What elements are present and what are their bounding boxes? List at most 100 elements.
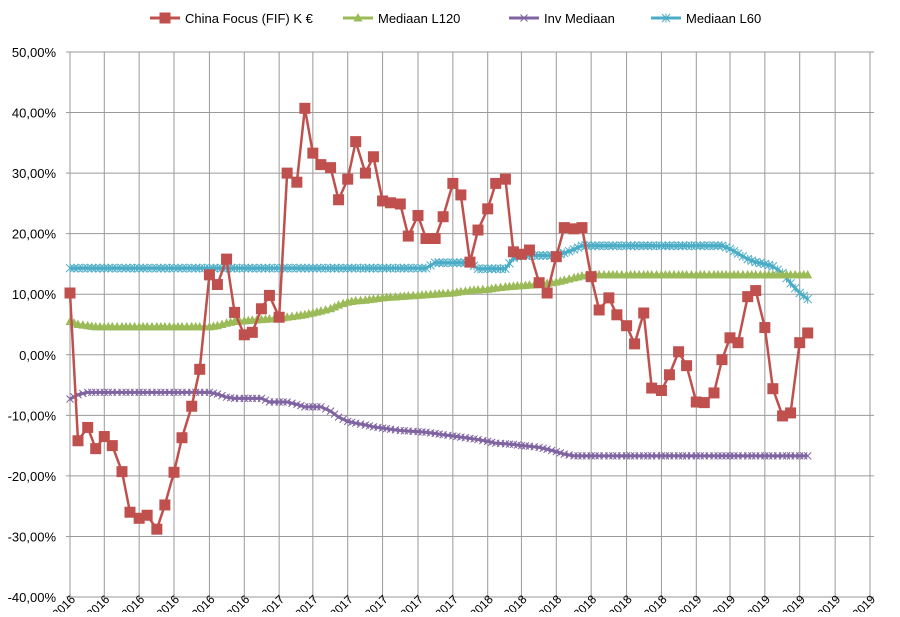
x-marker (547, 446, 556, 455)
triangle-marker (408, 290, 418, 300)
square-marker (133, 512, 145, 524)
square-marker (690, 396, 702, 408)
triangle-marker (764, 269, 774, 279)
square-marker (429, 233, 441, 245)
triangle-marker (496, 282, 506, 292)
x-marker (496, 439, 505, 448)
square-marker (159, 499, 171, 511)
square-marker (464, 256, 476, 268)
square-marker (663, 369, 675, 381)
square-marker (72, 435, 84, 447)
square-marker (515, 248, 527, 260)
x-marker (513, 441, 522, 449)
asterisk-marker (304, 263, 314, 273)
triangle-marker (686, 269, 696, 279)
asterisk-marker (687, 241, 696, 251)
x-marker (321, 405, 330, 413)
triangle-marker (347, 296, 357, 305)
asterisk-marker (417, 263, 427, 273)
asterisk-marker (738, 251, 748, 261)
triangle-marker (729, 269, 739, 279)
triangle-marker (130, 321, 140, 331)
asterisk-marker (330, 263, 339, 273)
triangle-marker (138, 321, 148, 331)
square-marker (291, 176, 303, 188)
asterisk-marker (764, 260, 774, 270)
asterisk-marker (91, 263, 101, 273)
triangle-marker (782, 269, 792, 279)
x-marker (678, 452, 687, 460)
triangle-marker (469, 285, 479, 294)
triangle-marker (747, 269, 757, 279)
x-marker (747, 452, 756, 460)
square-marker (246, 326, 258, 338)
series-layer (64, 102, 814, 535)
triangle-marker (208, 321, 218, 330)
y-tick-label: 50,00% (12, 45, 57, 60)
asterisk-marker (721, 242, 731, 252)
x-marker (591, 452, 599, 460)
x-marker (730, 452, 738, 460)
triangle-marker (487, 283, 497, 293)
legend-item: Mediaan L120 (343, 11, 460, 26)
triangle-marker (721, 269, 731, 279)
asterisk-marker (639, 241, 649, 251)
legend-label: Mediaan L60 (686, 11, 761, 26)
square-marker (194, 363, 206, 375)
x-marker (418, 428, 426, 436)
series-mediaan-l120 (65, 269, 813, 331)
square-marker (377, 195, 389, 207)
x-marker (218, 391, 226, 400)
x-marker (87, 388, 96, 397)
x-marker (714, 452, 722, 460)
asterisk-marker (95, 263, 105, 273)
triangle-marker (738, 269, 748, 279)
asterisk-marker (138, 263, 148, 273)
square-marker (412, 210, 424, 221)
square-marker (106, 440, 118, 452)
x-marker (521, 442, 530, 450)
square-marker (629, 338, 641, 350)
y-tick-label: 20,00% (12, 227, 57, 242)
square-marker (750, 285, 762, 297)
x-marker (505, 440, 514, 448)
triangle-marker (520, 280, 530, 289)
triangle-marker (330, 301, 340, 311)
asterisk-marker (99, 263, 109, 273)
triangle-marker (226, 317, 236, 326)
square-marker (777, 410, 789, 422)
asterisk-marker (408, 263, 418, 273)
square-marker (716, 354, 728, 366)
triangle-marker (234, 316, 244, 325)
x-marker (244, 394, 253, 403)
asterisk-marker (308, 263, 318, 273)
triangle-marker (678, 269, 688, 279)
asterisk-marker (669, 241, 679, 251)
triangle-marker (713, 269, 723, 279)
triangle-marker (121, 321, 131, 331)
triangle-marker (434, 288, 444, 298)
square-marker (708, 387, 720, 399)
triangle-marker (626, 269, 636, 279)
asterisk-marker (661, 241, 670, 251)
x-marker (104, 388, 113, 397)
asterisk-marker (373, 263, 383, 273)
x-marker (470, 435, 478, 443)
asterisk-marker (713, 241, 723, 251)
asterisk-marker (121, 263, 131, 273)
square-marker (124, 506, 136, 518)
triangle-marker (704, 269, 714, 279)
asterisk-marker (87, 263, 97, 273)
asterisk-marker (704, 241, 714, 251)
x-marker (148, 388, 156, 397)
asterisk-marker (573, 243, 583, 253)
legend: China Focus (FIF) K € Mediaan L120 Inv Med… (150, 11, 761, 26)
square-marker (681, 360, 693, 372)
y-tick-label: 0,00% (19, 348, 56, 363)
asterisk-marker (564, 246, 574, 256)
y-tick-label: -10,00% (8, 408, 57, 423)
asterisk-marker (287, 263, 297, 273)
square-marker (299, 102, 311, 114)
x-marker (400, 426, 409, 435)
